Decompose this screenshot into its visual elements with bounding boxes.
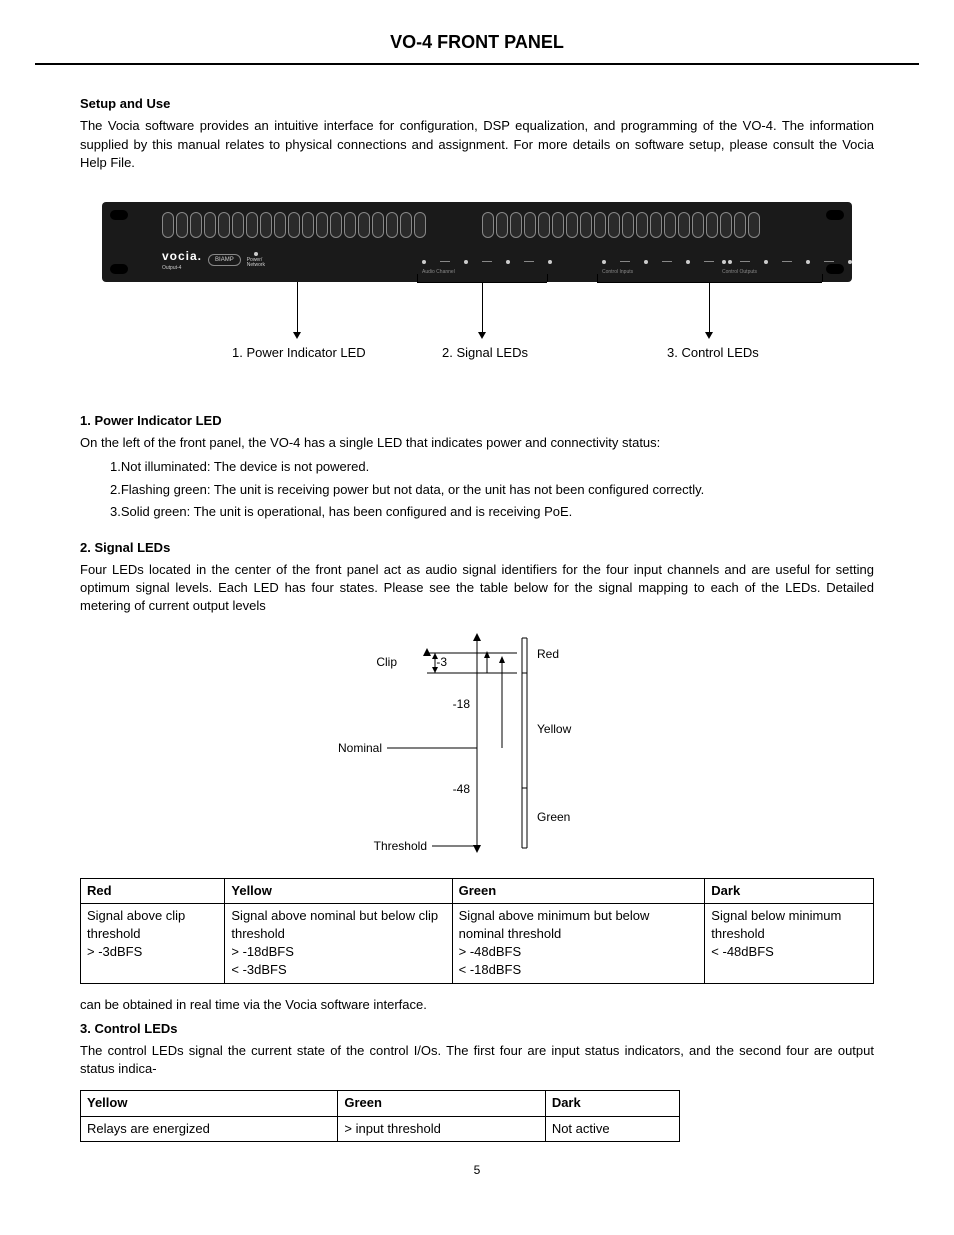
- biamp-logo: BIAMP: [208, 254, 241, 266]
- table-cell: Signal above clip threshold> -3dBFS: [81, 903, 225, 983]
- page-title: VO-4 FRONT PANEL: [35, 30, 919, 55]
- page-content: Setup and Use The Vocia software provide…: [35, 95, 919, 1142]
- table-cell: Not active: [545, 1116, 679, 1141]
- signal-led-table: Red Yellow Green Dark Signal above clip …: [80, 878, 874, 984]
- power-led-label: Power/Network: [247, 258, 265, 268]
- control-led-table: Yellow Green Dark Relays are energized >…: [80, 1090, 680, 1141]
- svg-text:Clip: Clip: [376, 655, 397, 669]
- screw-hole-icon: [110, 210, 128, 220]
- svg-text:-48: -48: [453, 782, 471, 796]
- screw-hole-icon: [826, 210, 844, 220]
- table-cell: Relays are energized: [81, 1116, 338, 1141]
- svg-text:Green: Green: [537, 810, 570, 824]
- svg-text:Threshold: Threshold: [374, 839, 427, 853]
- audio-channel-label: Audio Channel: [422, 269, 455, 276]
- setup-heading: Setup and Use: [80, 95, 874, 113]
- vent-group-right: [482, 212, 760, 238]
- table-cell: Signal above nominal but below clip thre…: [225, 903, 452, 983]
- device-illustration: vocia. Output-4 BIAMP Power/Network Audi…: [102, 202, 852, 372]
- title-underline: [35, 63, 919, 65]
- device-callouts: 1. Power Indicator LED 2. Signal LEDs 3.…: [102, 282, 852, 372]
- control-outputs-label: Control Outputs: [722, 269, 757, 276]
- list-item: 2.Flashing green: The unit is receiving …: [110, 481, 874, 499]
- svg-text:Red: Red: [537, 647, 559, 661]
- table-header: Red: [81, 878, 225, 903]
- vent-group-left: [162, 212, 426, 238]
- svg-text:Nominal: Nominal: [338, 741, 382, 755]
- section2-heading: 2. Signal LEDs: [80, 539, 874, 557]
- device-sublabel: Output-4: [162, 265, 202, 272]
- svg-text:-3: -3: [436, 655, 447, 669]
- list-item: 3.Solid green: The unit is operational, …: [110, 503, 874, 521]
- power-led-icon: [254, 252, 258, 256]
- section1-heading: 1. Power Indicator LED: [80, 412, 874, 430]
- screw-hole-icon: [826, 264, 844, 274]
- table-header: Yellow: [225, 878, 452, 903]
- control-inputs-label: Control Inputs: [602, 269, 633, 276]
- section1-intro: On the left of the front panel, the VO-4…: [80, 434, 874, 452]
- table-cell: Signal below minimum threshold< -48dBFS: [705, 903, 874, 983]
- ctrl-in-led-row: [602, 260, 732, 264]
- setup-paragraph: The Vocia software provides an intuitive…: [80, 117, 874, 172]
- table-header: Dark: [545, 1091, 679, 1116]
- table-header: Yellow: [81, 1091, 338, 1116]
- screw-hole-icon: [110, 264, 128, 274]
- device-front-panel: vocia. Output-4 BIAMP Power/Network Audi…: [102, 202, 852, 282]
- section2-post-paragraph: can be obtained in real time via the Voc…: [80, 996, 874, 1014]
- ctrl-out-led-row: [722, 260, 852, 264]
- section1-list: 1.Not illuminated: The device is not pow…: [80, 458, 874, 521]
- table-header: Green: [338, 1091, 545, 1116]
- device-logo-area: vocia. Output-4 BIAMP Power/Network: [162, 248, 265, 272]
- callout-power-led: 1. Power Indicator LED: [232, 344, 366, 362]
- table-header: Dark: [705, 878, 874, 903]
- table-cell: Signal above minimum but below nominal t…: [452, 903, 705, 983]
- section3-intro: The control LEDs signal the current stat…: [80, 1042, 874, 1078]
- table-header: Green: [452, 878, 705, 903]
- svg-text:Yellow: Yellow: [537, 722, 572, 736]
- svg-text:-18: -18: [453, 697, 471, 711]
- table-cell: > input threshold: [338, 1116, 545, 1141]
- section2-intro: Four LEDs located in the center of the f…: [80, 561, 874, 616]
- page-number: 5: [35, 1162, 919, 1179]
- vocia-logo: vocia.: [162, 249, 202, 263]
- list-item: 1.Not illuminated: The device is not pow…: [110, 458, 874, 476]
- signal-level-diagram: -3 -18 -48 Clip Nominal Threshold Red Ye…: [327, 628, 627, 858]
- audio-led-row: [422, 260, 552, 264]
- callout-signal-leds: 2. Signal LEDs: [442, 344, 528, 362]
- section3-heading: 3. Control LEDs: [80, 1020, 874, 1038]
- callout-control-leds: 3. Control LEDs: [667, 344, 759, 362]
